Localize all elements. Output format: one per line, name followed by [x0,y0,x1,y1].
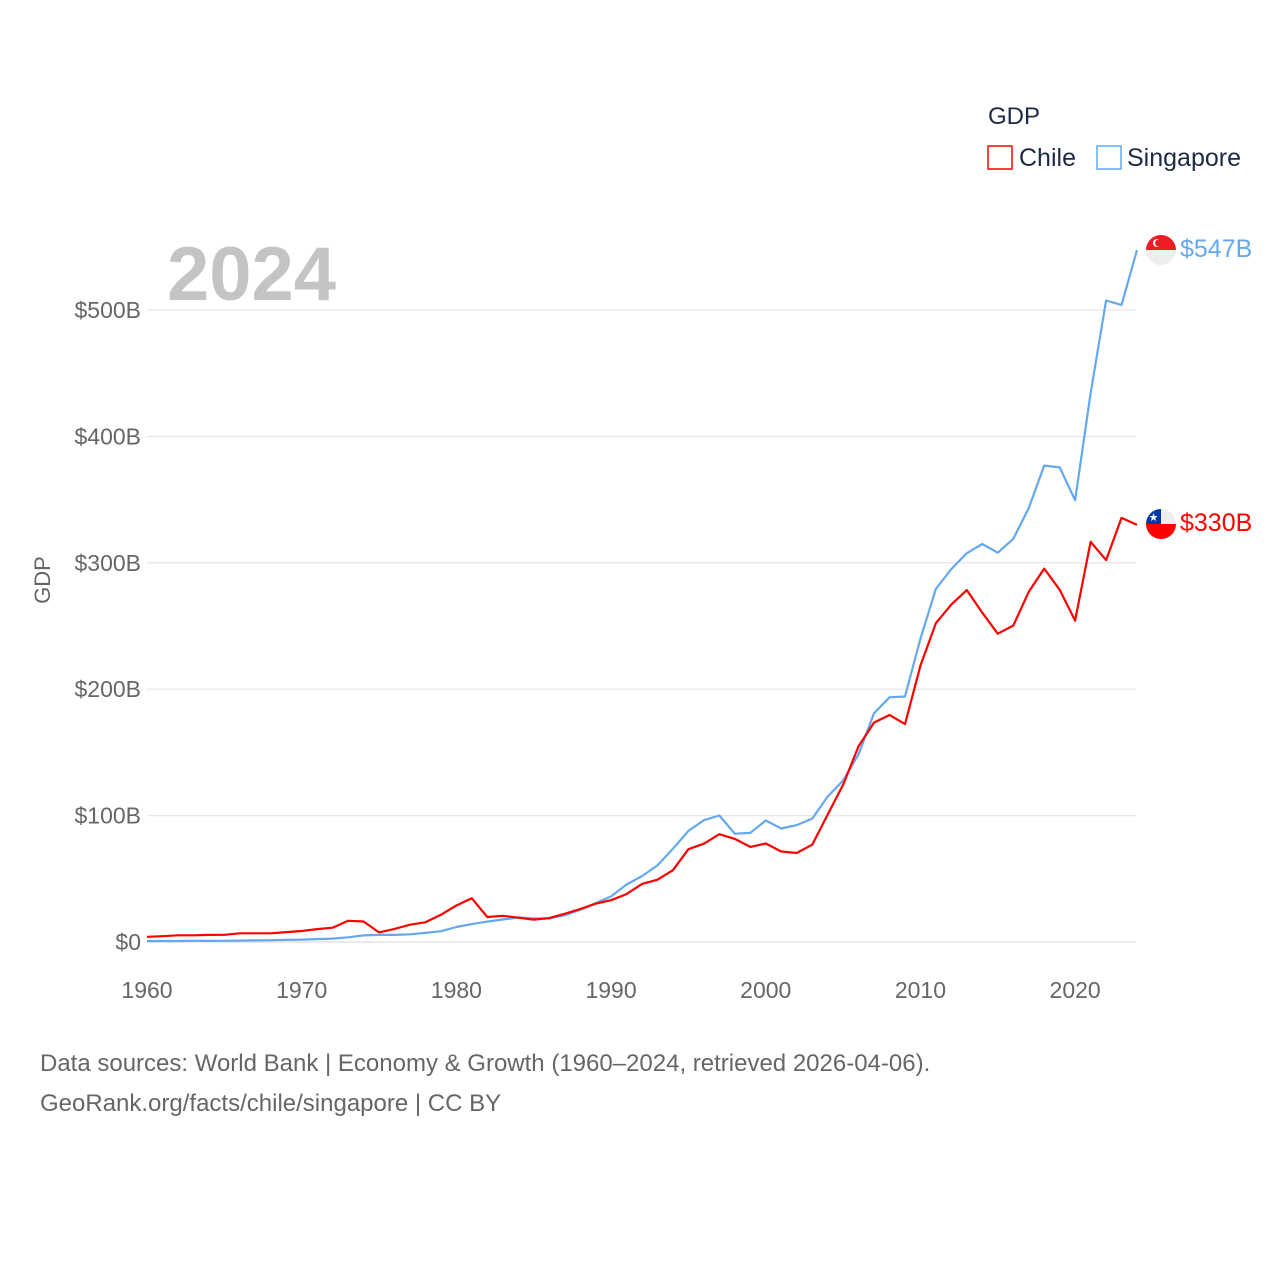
y-tick-label: $200B [74,676,141,702]
y-tick-label: $400B [74,423,141,449]
x-tick-label: 2000 [740,977,791,1003]
x-tick-label: 1960 [121,977,172,1003]
x-tick-label: 1990 [585,977,636,1003]
singapore-flag-icon [1146,235,1176,265]
year-label: 2024 [167,232,336,317]
series-line-singapore [146,249,1139,943]
footer: Data sources: World Bank | Economy & Gro… [40,1044,930,1124]
y-axis-label: GDP [30,556,55,604]
x-tick-label: 2010 [895,977,946,1003]
data-sources-text: Data sources: World Bank | Economy & Gro… [40,1050,931,1077]
y-tick-label: $500B [74,297,141,323]
legend-swatch-singapore [1096,145,1122,170]
svg-text:★: ★ [1149,512,1159,524]
legend-title: GDP [988,103,1040,130]
legend-swatch-chile [987,145,1013,170]
x-tick-label: 1980 [431,977,482,1003]
x-tick-label: 1970 [276,977,327,1003]
source-link[interactable]: GeoRank.org/facts/chile/singapore | CC B… [40,1090,502,1117]
legend: GDP Chile Singapore [987,103,1241,172]
chile-end-label: $330B [1180,509,1252,537]
series-line-chile [146,516,1138,938]
x-tick-label: 2020 [1050,977,1101,1003]
y-tick-label: $0 [115,929,141,955]
chile-flag-icon: ★ [1146,509,1176,539]
legend-label-chile[interactable]: Chile [1019,144,1076,172]
y-tick-label: $300B [74,550,141,576]
legend-label-singapore[interactable]: Singapore [1127,144,1241,172]
y-tick-label: $100B [74,803,141,829]
singapore-end-label: $547B [1180,235,1252,263]
